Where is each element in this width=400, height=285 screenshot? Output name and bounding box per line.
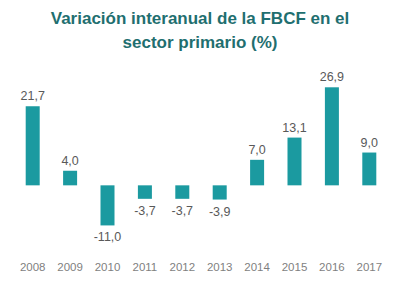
category-label: 2009 <box>57 261 83 273</box>
data-labels: 21,7 4,0 -11,0 -3,7 -3,7 -3,9 7,0 13,1 26,9 9,0 <box>21 70 379 244</box>
data-label: 26,9 <box>320 70 344 84</box>
title: Variación interanual de la FBCF en elsec… <box>51 9 350 52</box>
category-label: 2017 <box>357 261 383 273</box>
bar <box>175 185 189 198</box>
bar <box>63 171 77 186</box>
bar <box>250 160 264 186</box>
bar <box>325 87 339 185</box>
data-label: 7,0 <box>248 143 265 157</box>
data-label: -11,0 <box>94 230 122 244</box>
category-label: 2014 <box>244 261 270 273</box>
category-label: 2011 <box>133 261 158 273</box>
chart: Variación interanual de la FBCF en elsec… <box>0 0 400 285</box>
category-label: 2012 <box>170 261 196 273</box>
data-label: -3,7 <box>172 204 194 218</box>
data-label: 4,0 <box>61 154 78 168</box>
bar <box>138 185 152 198</box>
category-label: 2013 <box>207 261 233 273</box>
category-labels: 2008 2009 2010 2011 2012 2013 2014 2015 2016 2017 <box>20 261 382 273</box>
category-label: 2010 <box>95 261 121 273</box>
bar <box>26 106 40 185</box>
category-label: 2015 <box>282 261 308 273</box>
data-label: 13,1 <box>282 121 306 135</box>
data-label: 9,0 <box>361 136 378 150</box>
data-label: -3,9 <box>209 205 231 219</box>
category-label: 2008 <box>20 261 46 273</box>
bars <box>26 87 377 225</box>
bar <box>213 185 227 199</box>
bar <box>101 185 115 225</box>
bar <box>288 138 302 186</box>
category-label: 2016 <box>319 261 345 273</box>
data-label: -3,7 <box>134 204 156 218</box>
data-label: 21,7 <box>21 89 45 103</box>
title-group: Variación interanual de la FBCF en elsec… <box>51 9 350 52</box>
bar <box>362 153 376 186</box>
